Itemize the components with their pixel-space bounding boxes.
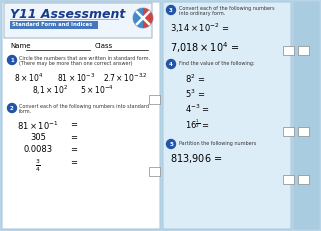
Text: $\frac{3}{4}$: $\frac{3}{4}$ bbox=[35, 158, 41, 174]
Text: Y11 Assessment: Y11 Assessment bbox=[10, 7, 126, 21]
Wedge shape bbox=[143, 8, 153, 28]
Bar bbox=[283, 175, 294, 184]
Text: 4: 4 bbox=[169, 61, 173, 67]
Bar bbox=[149, 95, 160, 104]
Text: Circle the numbers that are written in standard form.: Circle the numbers that are written in s… bbox=[19, 56, 150, 61]
Text: $5^{3}$ =: $5^{3}$ = bbox=[185, 88, 205, 100]
Text: =: = bbox=[70, 133, 77, 142]
Text: 305: 305 bbox=[30, 133, 46, 142]
Circle shape bbox=[167, 60, 176, 69]
Text: 5: 5 bbox=[169, 142, 173, 146]
Text: =: = bbox=[70, 145, 77, 154]
Circle shape bbox=[133, 8, 153, 28]
Text: $8{,}1 \times 10^2$: $8{,}1 \times 10^2$ bbox=[32, 84, 68, 97]
Text: $16^{\frac{1}{2}}$ =: $16^{\frac{1}{2}}$ = bbox=[185, 118, 210, 131]
Text: 1: 1 bbox=[10, 58, 14, 63]
Circle shape bbox=[7, 103, 16, 112]
Text: form.: form. bbox=[19, 109, 32, 114]
Text: $81 \times 10^{-1}$: $81 \times 10^{-1}$ bbox=[17, 120, 59, 132]
Text: =: = bbox=[70, 158, 77, 167]
Text: $813{,}906$ =: $813{,}906$ = bbox=[170, 152, 222, 165]
Text: 0.0083: 0.0083 bbox=[23, 145, 53, 154]
Text: $8^{2}$ =: $8^{2}$ = bbox=[185, 73, 205, 85]
Text: Name: Name bbox=[10, 43, 30, 49]
FancyBboxPatch shape bbox=[294, 2, 319, 229]
Bar bbox=[149, 167, 160, 176]
Text: =: = bbox=[70, 120, 77, 129]
Circle shape bbox=[167, 140, 176, 149]
Text: $4^{-3}$ =: $4^{-3}$ = bbox=[185, 103, 210, 116]
FancyBboxPatch shape bbox=[4, 3, 152, 38]
Text: $5 \times 10^{-4}$: $5 \times 10^{-4}$ bbox=[80, 84, 114, 96]
Bar bbox=[298, 127, 309, 136]
Text: Convert each of the following numbers: Convert each of the following numbers bbox=[179, 6, 275, 11]
Text: Class: Class bbox=[95, 43, 113, 49]
Text: Find the value of the following:: Find the value of the following: bbox=[179, 61, 255, 66]
Text: 3: 3 bbox=[169, 7, 173, 12]
Bar bbox=[298, 175, 309, 184]
Text: Convert each of the following numbers into standard: Convert each of the following numbers in… bbox=[19, 104, 149, 109]
FancyBboxPatch shape bbox=[163, 2, 291, 229]
Text: $7{,}018 \times 10^4$ =: $7{,}018 \times 10^4$ = bbox=[170, 40, 239, 55]
Text: into ordinary form.: into ordinary form. bbox=[179, 11, 225, 16]
Text: (There may be more than one correct answer): (There may be more than one correct answ… bbox=[19, 61, 133, 66]
Wedge shape bbox=[133, 8, 143, 28]
Text: Standard Form and Indices: Standard Form and Indices bbox=[12, 22, 92, 27]
Text: $2.7 \times 10^{-3.2}$: $2.7 \times 10^{-3.2}$ bbox=[103, 72, 148, 84]
FancyBboxPatch shape bbox=[2, 2, 160, 229]
Text: 2: 2 bbox=[10, 106, 14, 110]
Text: $81 \times 10^{-3}$: $81 \times 10^{-3}$ bbox=[57, 72, 95, 84]
Text: Partition the following numbers: Partition the following numbers bbox=[179, 141, 256, 146]
Text: $3{,}14 \times 10^{-2}$ =: $3{,}14 \times 10^{-2}$ = bbox=[170, 22, 229, 35]
Bar bbox=[283, 46, 294, 55]
Text: $8 \times 10^4$: $8 \times 10^4$ bbox=[14, 72, 43, 84]
Bar bbox=[10, 21, 98, 29]
Circle shape bbox=[7, 55, 16, 64]
Bar bbox=[298, 46, 309, 55]
Bar bbox=[283, 127, 294, 136]
Circle shape bbox=[167, 6, 176, 15]
